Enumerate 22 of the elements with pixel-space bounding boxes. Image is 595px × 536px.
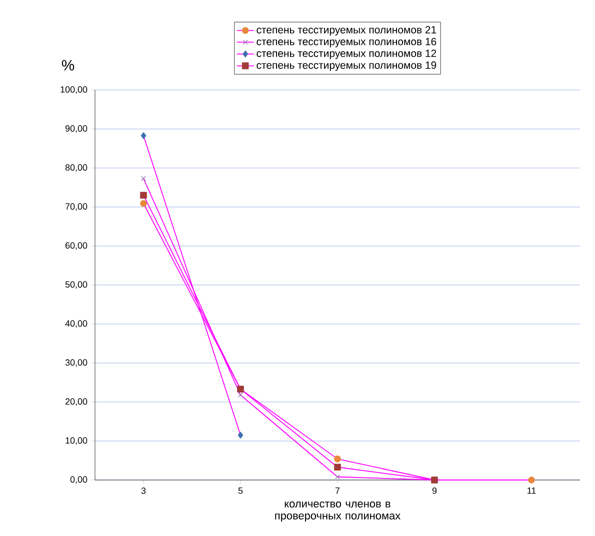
y-tick-label: 0,00 (70, 476, 88, 484)
y-tick-label: 100,00 (60, 86, 88, 94)
x-tick-label: 5 (238, 488, 243, 494)
y-tick-label: 70,00 (66, 203, 88, 211)
y-axis-title: % (62, 60, 74, 70)
legend-label: степень тесстируемых полиномов 21 (256, 26, 436, 36)
y-tick-label: 60,00 (66, 242, 88, 250)
y-tick-label: 10,00 (66, 437, 88, 445)
y-tick-label: 40,00 (65, 320, 88, 328)
y-tick-label: 80,00 (65, 164, 88, 172)
x-axis-title: количество членов в проверочных полиномах (275, 502, 400, 522)
y-tick-label: 30,00 (65, 359, 88, 367)
legend-label: степень тесстируемых полиномов 12 (256, 50, 436, 60)
y-tick-label: 20,00 (66, 398, 88, 406)
x-tick-label: 7 (335, 488, 340, 494)
x-tick-label: 3 (141, 488, 146, 494)
x-tick-label: 9 (432, 488, 437, 494)
y-tick-label: 90,00 (65, 125, 88, 133)
x-tick-label: 11 (528, 488, 536, 494)
legend-label: степень тесстируемых полиномов 19 (256, 61, 436, 71)
y-tick-label: 50,00 (65, 281, 88, 289)
legend-label: степень тесстируемых полиномов 16 (256, 38, 436, 48)
